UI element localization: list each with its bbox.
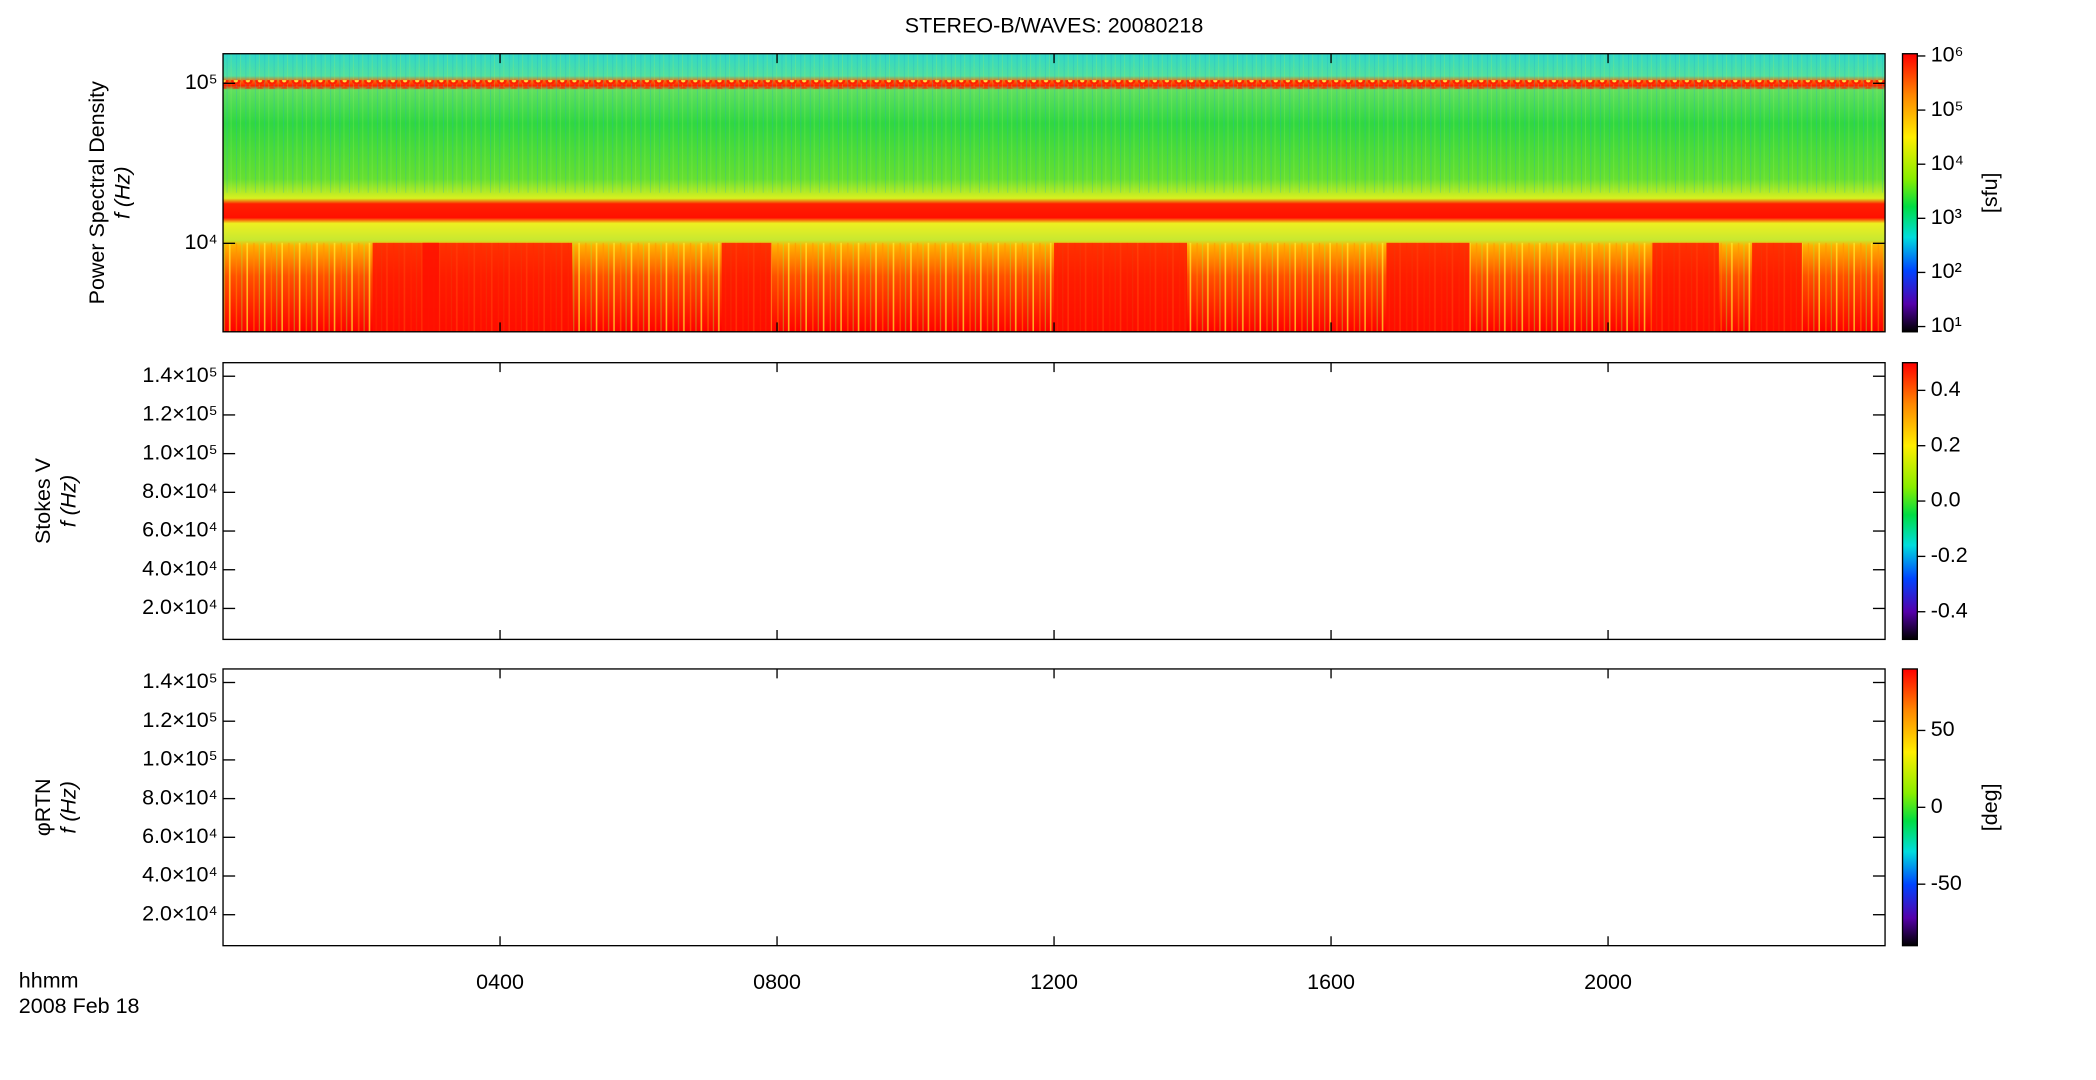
y-tick-label: 1.0×10⁵ <box>142 747 217 771</box>
y-tick-label: 1.0×10⁵ <box>142 440 217 464</box>
colorbar-tick-label: -0.2 <box>1931 543 1968 567</box>
x-tick-label: 1200 <box>1030 970 1078 994</box>
colorbar-tick-label: -0.4 <box>1931 598 1968 622</box>
colorbar-tick-label: -50 <box>1931 871 1962 895</box>
colorbar-tick-label: 10¹ <box>1931 313 1962 337</box>
chart-title: STEREO-B/WAVES: 20080218 <box>905 14 1204 38</box>
colorbar-tick-label: 10⁴ <box>1931 151 1964 175</box>
spectrogram-patch <box>1652 242 1719 332</box>
colorbar-label: [deg] <box>1978 783 2002 831</box>
date-label: 2008 Feb 18 <box>19 994 140 1018</box>
y-axis-label: φRTN <box>31 778 55 836</box>
x-tick-label: 2000 <box>1584 970 1632 994</box>
y-tick-label: 8.0×10⁴ <box>142 479 218 503</box>
spectrogram-patch <box>721 242 772 332</box>
spectrogram-patch <box>1137 242 1188 332</box>
colorbar-tick-label: 10² <box>1931 259 1962 283</box>
colorbar-label: [sfu] <box>1978 172 2002 213</box>
colorbar <box>1902 668 1918 946</box>
y-tick-label: 10⁴ <box>185 230 218 254</box>
spectrogram-patch <box>1752 242 1802 332</box>
colorbar-tick-label: 10⁶ <box>1931 43 1964 67</box>
y-tick-label: 2.0×10⁴ <box>142 901 218 925</box>
y-axis-label: Stokes V <box>31 457 55 544</box>
x-axis-label: hhmm <box>19 969 79 993</box>
x-tick-label: 0800 <box>753 970 801 994</box>
spectrogram-patch <box>422 242 573 332</box>
y-tick-label: 8.0×10⁴ <box>142 785 218 809</box>
colorbar-tick-label: 10³ <box>1931 205 1962 229</box>
colorbar-tick-label: 0.0 <box>1931 488 1961 512</box>
y-axis-label: f (Hz) <box>57 475 81 528</box>
y-tick-label: 4.0×10⁴ <box>142 556 218 580</box>
colorbar-tick-label: 0.2 <box>1931 432 1961 456</box>
y-tick-label: 10⁵ <box>185 70 218 94</box>
y-axis-label: f (Hz) <box>110 167 134 220</box>
colorbar <box>1902 53 1918 332</box>
panel-frame <box>222 668 1886 947</box>
spectrogram-texture <box>223 53 1886 193</box>
colorbar-tick-label: 0.4 <box>1931 377 1961 401</box>
y-tick-label: 4.0×10⁴ <box>142 863 218 887</box>
y-tick-label: 2.0×10⁴ <box>142 595 218 619</box>
y-axis-label: f (Hz) <box>57 781 81 834</box>
y-tick-label: 1.2×10⁵ <box>142 402 217 426</box>
y-tick-label: 6.0×10⁴ <box>142 518 218 542</box>
colorbar-frame <box>1901 53 1918 333</box>
x-tick-label: 1600 <box>1307 970 1355 994</box>
colorbar-tick-label: 0 <box>1931 794 1943 818</box>
spectrogram-patch <box>1386 242 1470 332</box>
panel-frame <box>222 362 1886 641</box>
y-axis-label: Power Spectral Density <box>85 81 109 305</box>
y-tick-label: 6.0×10⁴ <box>142 824 218 848</box>
colorbar-tick-label: 50 <box>1931 717 1955 741</box>
x-tick-label: 0400 <box>476 970 524 994</box>
spectrogram-patch <box>1054 242 1138 332</box>
spectrogram-band <box>223 80 1886 89</box>
colorbar-tick-label: 10⁵ <box>1931 97 1964 121</box>
y-tick-label: 1.4×10⁵ <box>142 669 217 693</box>
colorbar <box>1902 362 1918 640</box>
y-tick-label: 1.4×10⁵ <box>142 363 217 387</box>
y-tick-label: 1.2×10⁵ <box>142 708 217 732</box>
